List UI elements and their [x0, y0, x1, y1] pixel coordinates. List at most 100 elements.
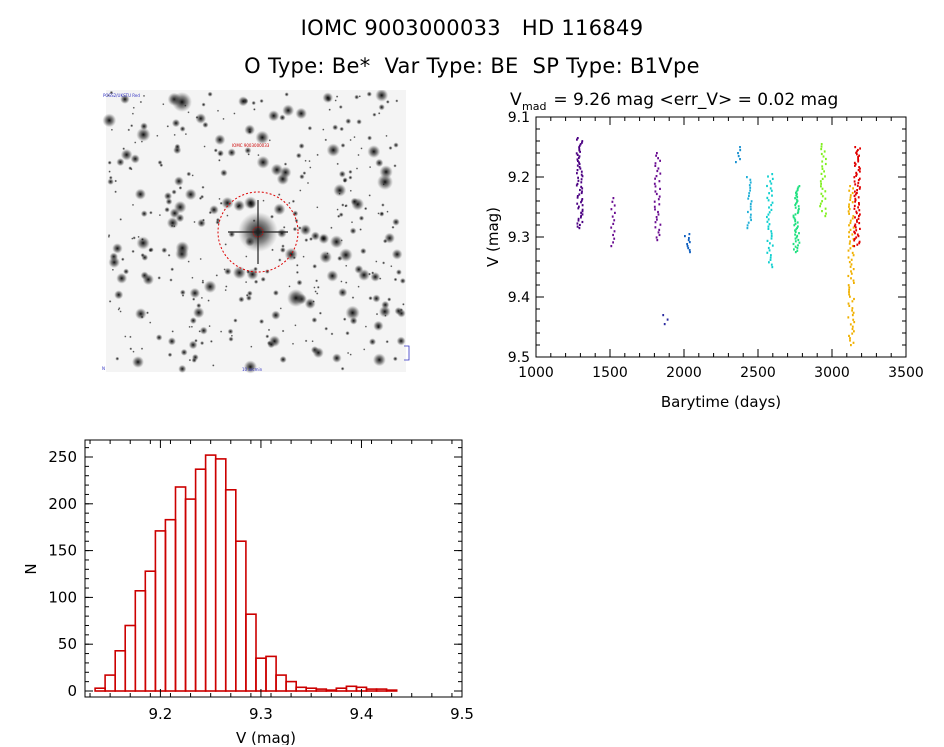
histogram-bar [174, 486, 187, 692]
finder-star [308, 159, 311, 163]
finder-star [122, 147, 126, 151]
finder-star [375, 312, 379, 316]
light-curve-title-rest: = 9.26 mag <err_V> = 0.02 mag [548, 90, 838, 110]
lc-point [688, 249, 691, 252]
lc-point [847, 302, 850, 305]
finder-star [359, 228, 362, 231]
lc-point-group [792, 185, 801, 254]
lc-point [856, 191, 858, 195]
histogram-bar [325, 689, 338, 692]
finder-star [377, 112, 381, 115]
lc-point [580, 211, 582, 214]
lc-ytick-label: 9.2 [508, 170, 530, 186]
lc-point [654, 190, 657, 193]
finder-chart-image: POSS2/UKSTU Red IOMC 9003000033 N 10 arc… [100, 90, 410, 375]
finder-star [215, 217, 220, 222]
lc-point [855, 151, 857, 154]
finder-star [392, 218, 400, 226]
lc-point [656, 169, 659, 173]
hist-ytick-label: 250 [48, 448, 77, 466]
hist-ytick-label: 100 [48, 588, 77, 606]
lc-point [858, 177, 861, 180]
lc-point [852, 226, 855, 229]
finder-star [139, 100, 143, 104]
finder-star [338, 105, 343, 109]
finder-star [349, 138, 352, 142]
finder-star [246, 290, 253, 297]
finder-star [119, 218, 123, 221]
lc-point [854, 164, 856, 167]
finder-star [386, 210, 389, 213]
finder-star [391, 248, 403, 260]
lc-point [821, 200, 823, 203]
finder-star [309, 166, 312, 169]
finder-star [288, 201, 291, 205]
lc-point [581, 175, 584, 178]
finder-star [227, 328, 234, 335]
finder-star [245, 255, 248, 258]
finder-star [357, 153, 360, 157]
lc-point [653, 200, 656, 203]
lc-point [749, 202, 752, 205]
finder-star [132, 350, 135, 353]
finder-star [346, 351, 350, 355]
lc-point [849, 265, 852, 268]
histogram-bar [194, 468, 207, 692]
lc-point [794, 203, 797, 207]
histogram-ylabel: N [22, 563, 40, 574]
lc-point [859, 147, 861, 150]
finder-star [121, 257, 125, 262]
finder-star [209, 339, 213, 343]
finder-star [225, 285, 228, 288]
finder-star [253, 266, 258, 272]
finder-star [173, 133, 176, 137]
lc-point [666, 318, 669, 321]
lc-point [819, 202, 822, 205]
lc-point [820, 182, 822, 185]
lc-point [824, 175, 826, 178]
lc-point [849, 221, 852, 225]
finder-star [200, 296, 204, 300]
lc-point-group [684, 233, 691, 254]
lc-point [613, 237, 616, 240]
finder-star [395, 99, 399, 103]
finder-star [131, 249, 135, 254]
finder-star [247, 129, 252, 134]
histogram-bar [104, 674, 116, 692]
lc-point [578, 155, 581, 158]
lc-point [686, 245, 689, 248]
finder-star [227, 148, 236, 157]
finder-star [378, 104, 385, 111]
lc-point [580, 201, 582, 204]
lc-point [766, 239, 769, 242]
finder-star [291, 199, 296, 203]
finder-star [132, 106, 135, 109]
lc-point [657, 157, 659, 160]
finder-star [136, 127, 151, 142]
lc-xtick-label: 3000 [814, 365, 850, 381]
finder-star [338, 170, 346, 178]
finder-star [221, 196, 234, 209]
lc-point [796, 193, 798, 196]
histogram-bar [335, 687, 348, 692]
finder-star [166, 217, 179, 229]
lc-point [659, 172, 662, 175]
finder-star [309, 237, 313, 241]
lc-point [770, 232, 773, 235]
lc-point [821, 167, 824, 170]
finder-star [351, 296, 355, 299]
finder-star [279, 166, 292, 179]
histogram-bar [245, 613, 257, 692]
lc-point [768, 192, 770, 195]
lc-point [581, 210, 584, 213]
finder-star [349, 316, 358, 325]
finder-star [307, 125, 313, 131]
finder-star [108, 175, 113, 180]
lc-point [580, 191, 583, 195]
finder-star [363, 348, 366, 351]
finder-star [329, 235, 344, 249]
finder-star [340, 366, 345, 371]
lc-point [854, 183, 857, 186]
finder-star [202, 218, 205, 222]
lc-point [857, 158, 860, 162]
